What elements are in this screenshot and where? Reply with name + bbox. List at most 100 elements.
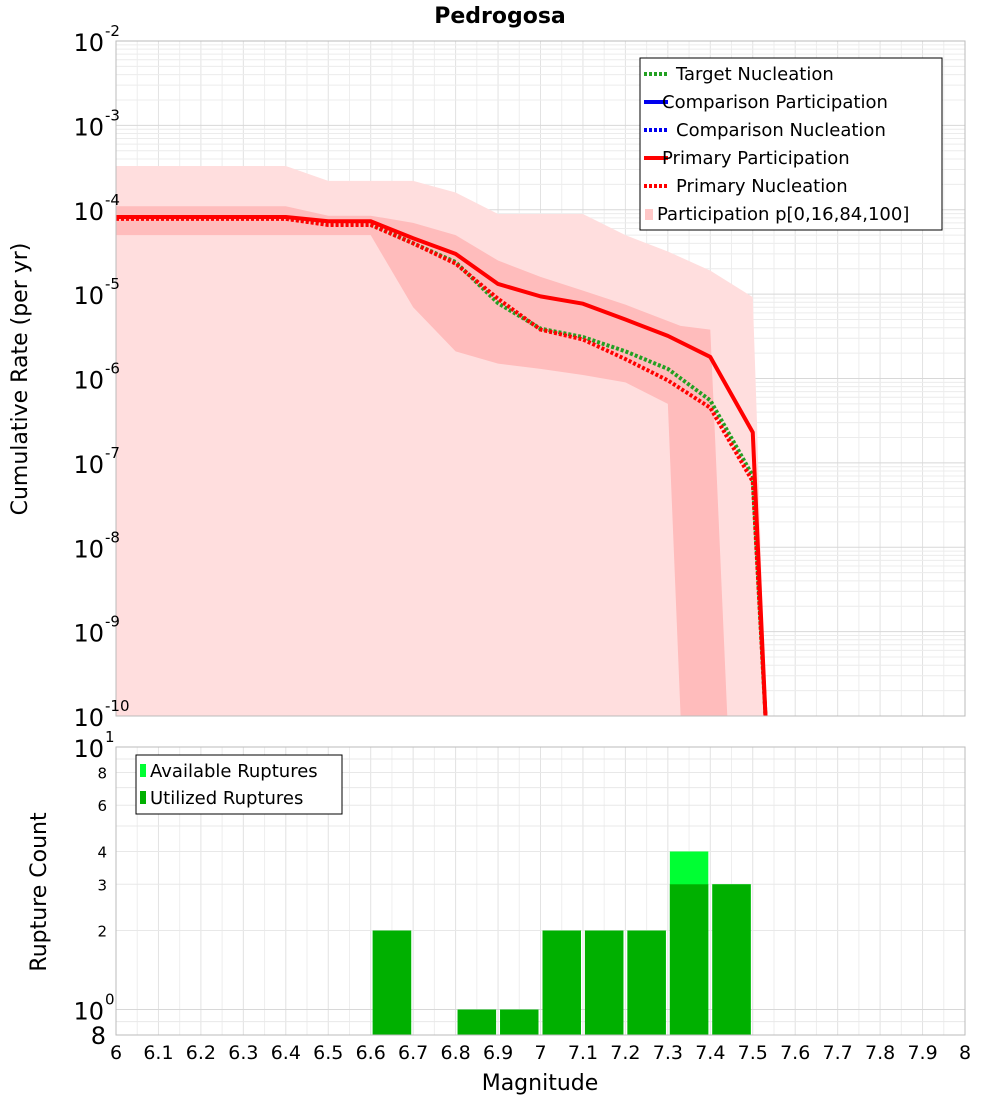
top-y-tick-exponent: -5	[105, 275, 120, 293]
top-y-tick: 10 -2	[73, 22, 120, 57]
top-y-tick-exponent: -3	[105, 106, 120, 124]
top-y-tick-base: 10	[73, 113, 104, 141]
x-tick-label: 6.9	[483, 1042, 513, 1064]
top-legend-item: Comparison Nucleation	[644, 120, 886, 141]
x-tick-label: 7	[534, 1042, 546, 1064]
bottom-y-tick-label: 8	[97, 764, 107, 782]
bottom-y-tick: 10 0	[73, 991, 114, 1026]
bottom-y-tick: 8	[91, 1022, 106, 1050]
bottom-y-tick-label: 4	[97, 843, 107, 861]
x-tick-label: 6.1	[143, 1042, 173, 1064]
x-tick-label: 6.5	[313, 1042, 343, 1064]
legend-swatch	[140, 764, 146, 777]
bottom-legend-item: Available Ruptures	[140, 761, 318, 782]
top-y-tick-base: 10	[73, 29, 104, 57]
bottom-plot-frame	[115, 746, 966, 1036]
top-y-tick-base: 10	[73, 282, 104, 310]
top-y-tick-exponent: -10	[105, 697, 130, 715]
bottom-y-tick-base: 10	[73, 998, 104, 1026]
utilized-ruptures-bar	[712, 884, 751, 1035]
x-tick-label: 6.3	[228, 1042, 258, 1064]
bottom-y-tick: 3	[97, 876, 107, 894]
top-legend-item: Primary Participation	[644, 148, 850, 169]
x-tick-label: 7.5	[738, 1042, 768, 1064]
legend-label: Utilized Ruptures	[150, 788, 303, 809]
top-y-tick: 10 -3	[73, 106, 120, 141]
top-y-tick-base: 10	[73, 704, 104, 732]
top-y-tick-base: 10	[73, 198, 104, 226]
x-axis-label: Magnitude	[482, 1071, 599, 1096]
bottom-legend: Available Ruptures Utilized Ruptures	[135, 754, 343, 815]
x-tick-label: 7.4	[695, 1042, 725, 1064]
top-y-tick: 10 -10	[73, 697, 129, 732]
top-y-tick-base: 10	[73, 451, 104, 479]
rate-lines	[116, 215, 768, 717]
utilized-ruptures-bar	[542, 930, 581, 1035]
top-y-tick-exponent: -4	[105, 191, 120, 209]
top-y-tick: 10 -9	[73, 613, 120, 648]
top-plot-frame	[115, 40, 966, 717]
x-tick-label: 7.2	[610, 1042, 640, 1064]
top-y-tick-exponent: -6	[105, 360, 120, 378]
top-y-tick-base: 10	[73, 535, 104, 563]
utilized-ruptures-bar	[457, 1009, 497, 1035]
bottom-y-tick-label: 3	[97, 876, 107, 894]
top-y-tick-base: 10	[73, 367, 104, 395]
bottom-y-tick-base: 10	[73, 735, 104, 763]
bottom-legend-box	[135, 754, 343, 815]
utilized-ruptures-bar	[669, 884, 709, 1035]
primary-participation-line	[116, 215, 768, 717]
top-legend-item: Target Nucleation	[644, 64, 834, 85]
legend-label: Participation p[0,16,84,100]	[657, 204, 909, 225]
x-tick-label: 6.4	[271, 1042, 301, 1064]
legend-label: Target Nucleation	[675, 64, 834, 85]
bottom-y-tick: 4	[97, 843, 107, 861]
chart-title: Pedrogosa	[434, 4, 566, 29]
legend-label: Comparison Participation	[662, 92, 888, 113]
top-legend-item: Participation p[0,16,84,100]	[645, 204, 909, 225]
legend-label: Primary Participation	[662, 148, 850, 169]
bottom-legend-item: Utilized Ruptures	[140, 788, 303, 809]
x-tick-labels: 6 6.1 6.2 6.3 6.4 6.5 6.6 6.7 6.8 6.9 7 7.1 7.2 7.3 7.…	[110, 1042, 971, 1064]
bottom-y-tick-label: 2	[97, 923, 107, 941]
top-y-tick: 10 -6	[73, 360, 120, 395]
top-y-axis-label: Cumulative Rate (per yr)	[8, 243, 33, 516]
x-tick-label: 6.7	[398, 1042, 428, 1064]
x-tick-label: 6.6	[356, 1042, 386, 1064]
top-y-tick: 10 -7	[73, 444, 120, 479]
top-y-tick-exponent: -2	[105, 22, 120, 40]
bottom-y-tick: 6	[97, 797, 107, 815]
x-tick-label: 6.2	[186, 1042, 216, 1064]
top-y-tick: 10 -5	[73, 275, 120, 310]
primary-nucleation-line	[116, 216, 768, 717]
legend-label: Comparison Nucleation	[676, 120, 886, 141]
top-y-tick-exponent: -8	[105, 528, 120, 546]
top-legend-box	[639, 57, 943, 231]
top-y-tick-labels: 10-210-310-410-510-610-710-810-910-10	[73, 22, 129, 732]
bottom-y-tick: 8	[97, 764, 107, 782]
utilized-ruptures-bar	[500, 1009, 539, 1035]
utilized-ruptures-bar	[627, 930, 666, 1035]
x-tick-label: 7.1	[568, 1042, 598, 1064]
top-legend-item: Comparison Participation	[644, 92, 888, 113]
cumulative-rate-plot: 10-210-310-410-510-610-710-810-910-10 Cu…	[8, 22, 966, 732]
utilized-ruptures-bar	[372, 930, 412, 1035]
top-legend-item: Primary Nucleation	[644, 176, 848, 197]
top-y-tick-base: 10	[73, 620, 104, 648]
utilized-ruptures-bar	[584, 930, 624, 1035]
x-tick-label: 7.9	[907, 1042, 937, 1064]
top-legend: Target Nucleation Comparison Participatio…	[639, 57, 943, 231]
x-tick-label: 6	[110, 1042, 122, 1064]
top-y-tick-exponent: -7	[105, 444, 120, 462]
bottom-y-tick: 10 1	[73, 728, 114, 763]
x-tick-label: 8	[959, 1042, 971, 1064]
top-y-tick-exponent: -9	[105, 613, 120, 631]
bottom-y-axis-label: Rupture Count	[27, 812, 52, 972]
top-y-tick: 10 -8	[73, 528, 120, 563]
x-tick-label: 6.8	[440, 1042, 470, 1064]
x-tick-label: 7.3	[653, 1042, 683, 1064]
bottom-y-tick-exponent: 0	[105, 991, 115, 1009]
